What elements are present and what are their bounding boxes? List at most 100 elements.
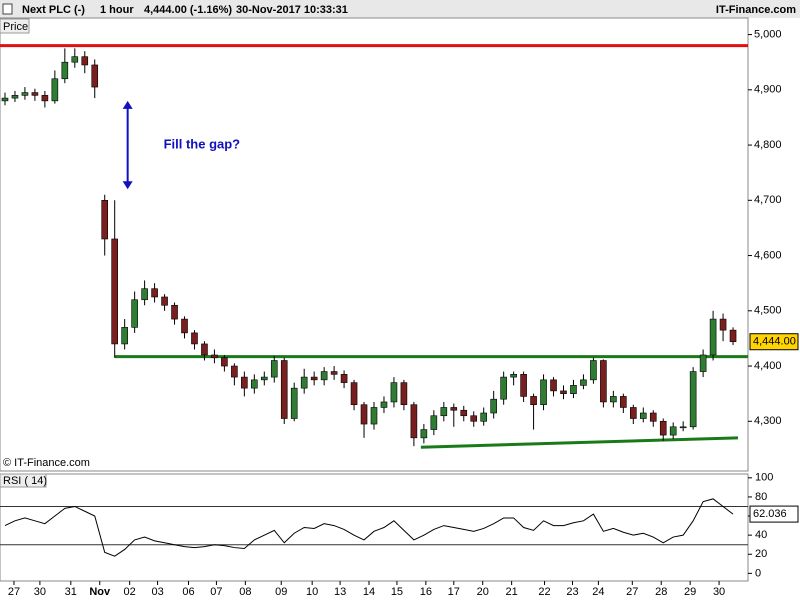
rsi-last-label: 62.036 <box>753 508 787 520</box>
x-tick-label: 09 <box>275 586 287 598</box>
candle-body <box>61 61 69 80</box>
candle-body <box>669 426 677 436</box>
x-tick-label: 27 <box>8 586 20 598</box>
candle-body <box>580 379 587 386</box>
candle-body <box>111 238 118 345</box>
rsi-label: RSI ( 14) <box>3 475 47 487</box>
candle-body <box>161 296 168 306</box>
x-tick-label: 14 <box>363 586 375 598</box>
candle-body <box>699 354 707 372</box>
y-tick-label: 4,400 <box>754 360 782 372</box>
x-tick-label: 23 <box>566 586 578 598</box>
candle-body <box>400 382 408 406</box>
candle-body <box>649 412 657 422</box>
brand: IT-Finance.com <box>716 4 796 16</box>
candle-body <box>21 92 29 96</box>
annotation: Fill the gap? <box>164 136 241 151</box>
y-tick-label: 4,600 <box>754 249 782 261</box>
candle-body <box>141 288 148 301</box>
candle-body <box>71 56 79 63</box>
candle-body <box>181 318 188 334</box>
x-tick-label: 06 <box>182 586 194 598</box>
arrow-head <box>122 100 133 109</box>
header-bar <box>0 0 800 18</box>
candle-body <box>81 56 89 66</box>
candle-body <box>540 379 547 406</box>
candle-body <box>420 429 428 439</box>
rsi-frame <box>0 473 749 582</box>
candle-body <box>639 412 647 419</box>
candle-body <box>729 329 737 343</box>
candle-body <box>41 95 49 102</box>
candle-body <box>460 409 468 417</box>
x-tick-label: 27 <box>626 586 638 598</box>
candle-body <box>211 354 218 359</box>
candle-body <box>390 382 398 403</box>
x-tick-label: 31 <box>65 586 77 598</box>
rsi-tick-label: 80 <box>755 491 767 503</box>
candle-body <box>590 360 597 381</box>
rsi-last-box <box>749 505 799 523</box>
candle-body <box>201 343 208 356</box>
x-tick-label: 30 <box>713 586 725 598</box>
candle-body <box>191 332 198 345</box>
last-price-label: 4,444.00 <box>753 336 796 348</box>
candle-body <box>719 318 727 331</box>
candle-body <box>251 379 258 389</box>
x-tick-label: 15 <box>391 586 403 598</box>
candle-body <box>260 376 268 381</box>
candle-body <box>270 360 278 378</box>
candle-body <box>470 415 478 422</box>
candle-body <box>370 407 378 425</box>
rsi-tick-label: 20 <box>755 548 767 560</box>
candle-body <box>290 387 298 419</box>
last-price-box <box>749 333 799 351</box>
candle-body <box>310 376 318 381</box>
candle-body <box>430 415 438 430</box>
candle-body <box>101 200 109 240</box>
candle-body <box>510 374 517 378</box>
icon <box>2 3 13 15</box>
candle-body <box>679 426 687 429</box>
x-tick-label: 28 <box>655 586 667 598</box>
x-tick-label: 24 <box>592 586 604 598</box>
candle-body <box>221 357 228 367</box>
candle-body <box>600 360 607 403</box>
candle-body <box>31 92 39 96</box>
x-tick-label: 29 <box>684 586 696 598</box>
arrow-head <box>122 181 133 190</box>
candle-body <box>689 371 697 428</box>
candle-body <box>570 385 577 394</box>
candle-body <box>520 374 527 397</box>
y-tick-label: 4,800 <box>754 139 782 151</box>
candle-body <box>709 318 717 356</box>
candle-body <box>51 78 59 102</box>
candle-body <box>330 371 338 375</box>
candle-body <box>380 401 388 408</box>
price-tag <box>0 18 30 34</box>
candle-body <box>340 374 348 383</box>
candle-body <box>11 95 19 99</box>
candle-body <box>171 304 178 320</box>
candle-body <box>131 299 138 328</box>
candle-body <box>121 327 128 345</box>
x-tick-label: 08 <box>239 586 251 598</box>
rsi-tag <box>0 473 47 488</box>
y-tick-label: 4,900 <box>754 84 782 96</box>
rsi-tick-label: 100 <box>755 472 773 484</box>
interval: 1 hour <box>100 4 134 16</box>
x-tick-label: 13 <box>334 586 346 598</box>
timestamp: 30-Nov-2017 10:33:31 <box>236 4 348 16</box>
candle-body <box>350 382 358 406</box>
candle-body <box>450 407 458 411</box>
symbol: Next PLC (-) <box>22 4 85 16</box>
x-tick-label: 30 <box>34 586 46 598</box>
candle-body <box>1 97 9 102</box>
y-tick-label: 4,500 <box>754 305 782 317</box>
y-tick-label: 4,300 <box>754 415 782 427</box>
x-tick-label: 22 <box>538 586 550 598</box>
watermark: © IT-Finance.com <box>3 457 90 469</box>
candle-body <box>610 396 617 403</box>
